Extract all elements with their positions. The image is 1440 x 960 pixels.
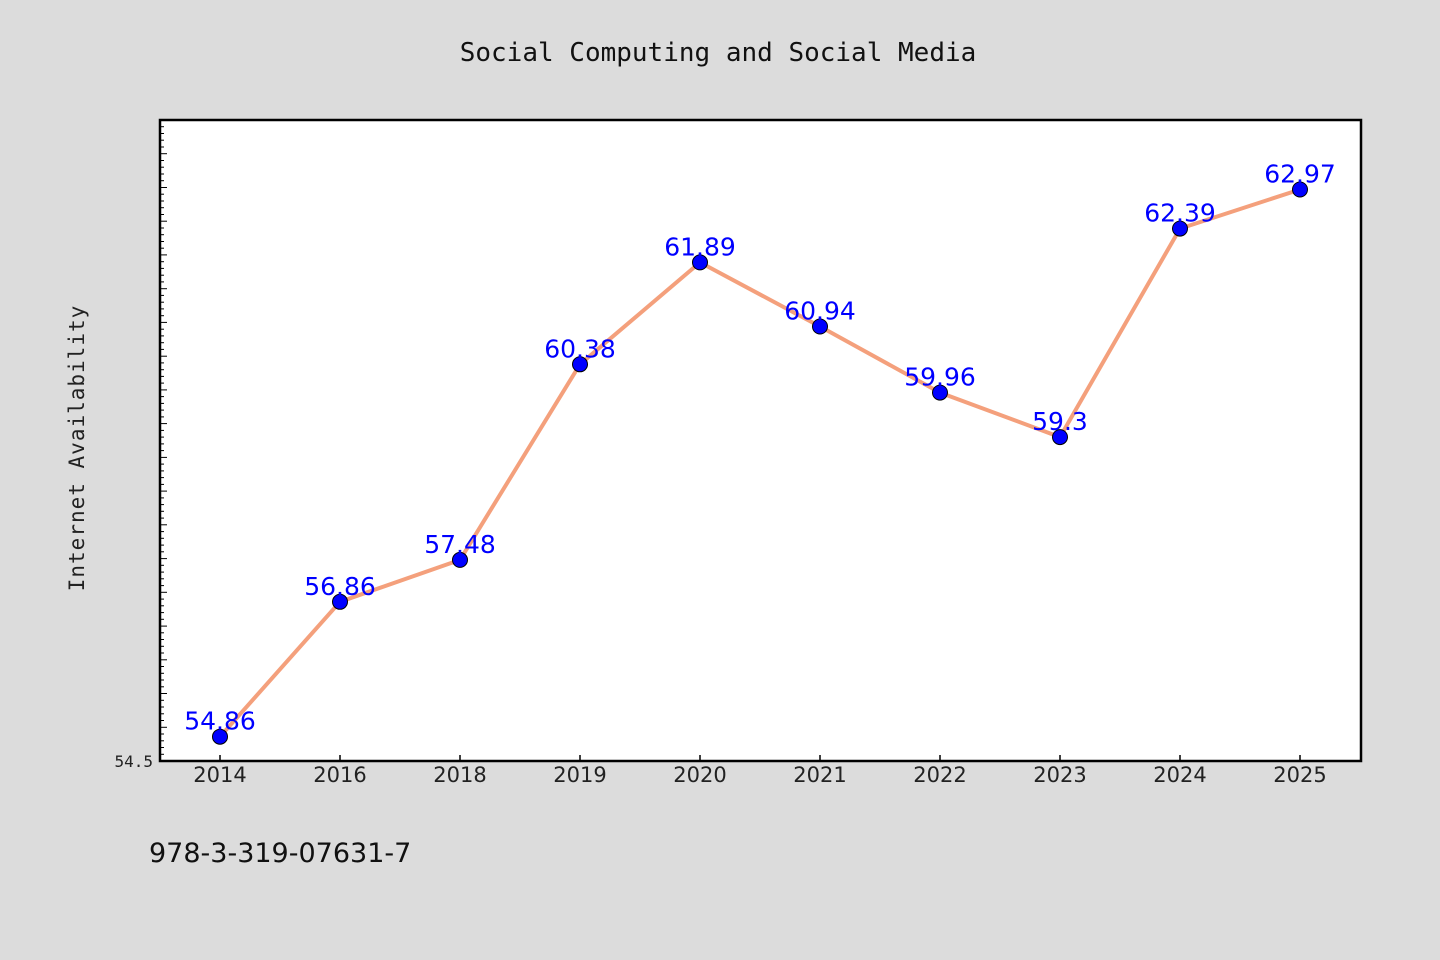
data-label: 57.48 [424, 530, 496, 559]
data-point-marker [1052, 429, 1068, 446]
x-tick-label: 2021 [793, 763, 846, 787]
data-point-marker [1292, 181, 1308, 198]
data-point-marker [212, 728, 228, 745]
data-label: 60.38 [544, 334, 616, 363]
footer-isbn: 978-3-319-07631-7 [149, 838, 411, 869]
data-label: 54.86 [184, 707, 256, 736]
data-label: 59.96 [904, 363, 976, 392]
data-point-marker [452, 551, 468, 568]
x-tick-label: 2025 [1273, 763, 1326, 787]
x-tick-label: 2018 [433, 763, 486, 787]
y-axis-label: Internet Availability [65, 305, 89, 592]
x-tick-label: 2024 [1153, 763, 1206, 787]
series-line [218, 187, 1302, 739]
data-point-marker [332, 593, 348, 610]
data-point-marker [572, 356, 588, 373]
plot-area [158, 118, 1363, 763]
data-label: 59.3 [1032, 407, 1088, 436]
data-point-marker [812, 318, 828, 335]
chart-title: Social Computing and Social Media [460, 38, 977, 68]
data-point-marker [932, 384, 948, 401]
x-tick-label: 2020 [673, 763, 726, 787]
data-label: 61.89 [664, 232, 736, 261]
data-label: 60.94 [784, 297, 856, 326]
x-axis-ticks: 2014 2016 2018 2019 2020 2021 2022 2023 2024 2025 [193, 755, 1327, 787]
x-tick-label: 2023 [1033, 763, 1086, 787]
y-axis-minor-ticks [160, 119, 167, 762]
data-label: 62.97 [1264, 160, 1336, 189]
x-tick-label: 2022 [913, 763, 966, 787]
data-label: 62.39 [1144, 199, 1216, 228]
y-tick-label: 54.5 [114, 752, 153, 771]
data-markers [212, 181, 1308, 745]
data-point-marker [692, 254, 708, 271]
data-point-marker [1172, 220, 1188, 237]
data-label: 56.86 [304, 572, 376, 601]
y-axis-tick-labels: 54.5 [114, 752, 153, 771]
data-labels: 54.86 56.86 57.48 60.38 61.89 60.94 59.96 59.3 6… [184, 160, 1336, 736]
x-tick-label: 2016 [313, 763, 366, 787]
x-tick-label: 2014 [193, 763, 246, 787]
x-tick-label: 2019 [553, 763, 606, 787]
